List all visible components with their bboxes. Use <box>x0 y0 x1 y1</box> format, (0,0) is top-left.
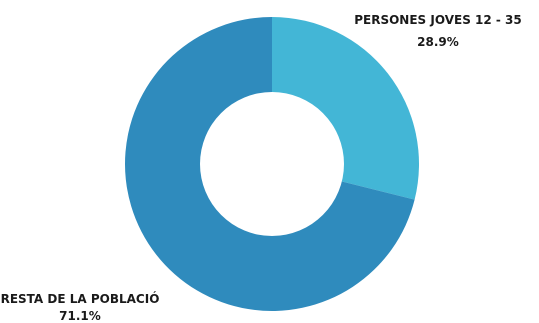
slice-label-young-value: 28.9% <box>417 35 459 49</box>
slice-label-rest: RESTA DE LA POBLACIÓ 71.1% <box>1 291 160 323</box>
slice-label-rest-value: 71.1% <box>59 309 101 323</box>
slice-label-young-name: PERSONES JOVES 12 - 35 <box>354 13 522 27</box>
slice-label-young: PERSONES JOVES 12 - 35 28.9% <box>354 13 522 49</box>
donut-hole <box>200 92 344 236</box>
slice-label-rest-name: RESTA DE LA POBLACIÓ <box>1 291 160 306</box>
